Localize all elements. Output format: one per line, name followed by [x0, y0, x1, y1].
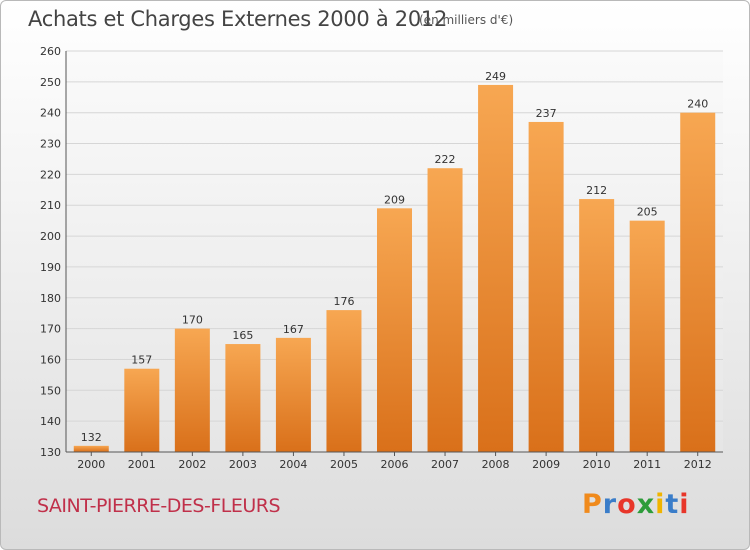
data-label: 176 — [333, 295, 354, 308]
brand-letter: x — [636, 489, 656, 520]
bar — [629, 220, 665, 452]
y-tick-label: 250 — [40, 76, 61, 89]
y-tick-label: 170 — [40, 323, 61, 336]
x-tick-label: 2012 — [684, 458, 712, 471]
data-label: 165 — [232, 329, 253, 342]
brand-letter: P — [582, 489, 603, 520]
bar — [124, 368, 160, 452]
brand-letter: i — [655, 489, 666, 520]
y-tick-label: 140 — [40, 415, 61, 428]
bar — [680, 112, 716, 452]
bar — [579, 199, 615, 452]
x-tick-label: 2011 — [633, 458, 661, 471]
y-tick-label: 200 — [40, 230, 61, 243]
x-tick-label: 2004 — [279, 458, 307, 471]
commune-name: SAINT-PIERRE-DES-FLEURS — [37, 495, 281, 517]
x-tick-label: 2008 — [482, 458, 510, 471]
bar — [377, 208, 412, 452]
proxiti-logo[interactable]: Proxiti — [582, 489, 690, 520]
bar — [326, 310, 362, 452]
bar — [478, 84, 514, 452]
bar — [174, 328, 210, 452]
y-tick-label: 260 — [40, 45, 61, 58]
bar — [73, 445, 109, 452]
y-tick-label: 180 — [40, 292, 61, 305]
y-tick-label: 220 — [40, 168, 61, 181]
x-tick-label: 2001 — [128, 458, 156, 471]
data-label: 170 — [182, 314, 203, 327]
data-label: 212 — [586, 184, 607, 197]
brand-letter: r — [602, 489, 618, 520]
brand-letter: o — [617, 489, 637, 520]
axis-layer: 130 140 150 160 170 180 190 200 210 220 230 240 250 2… — [40, 45, 723, 471]
x-tick-label: 2000 — [77, 458, 105, 471]
x-tick-label: 2005 — [330, 458, 358, 471]
chart-title: Achats et Charges Externes 2000 à 2012 — [28, 7, 448, 31]
data-label: 132 — [81, 431, 102, 444]
x-tick-label: 2003 — [229, 458, 257, 471]
label-layer: 132 157 170 165 167 176 209 222 249 237 212 205 240 — [81, 70, 708, 444]
data-label: 237 — [536, 107, 557, 120]
y-tick-label: 240 — [40, 107, 61, 120]
x-tick-label: 2002 — [178, 458, 206, 471]
brand-letter: t — [665, 489, 680, 520]
bar — [225, 344, 261, 452]
bar — [528, 121, 564, 452]
data-label: 249 — [485, 70, 506, 83]
x-tick-label: 2007 — [431, 458, 459, 471]
bar — [275, 337, 311, 452]
bar — [427, 168, 463, 452]
y-tick-label: 130 — [40, 446, 61, 459]
bar-layer — [73, 84, 716, 452]
chart-unit: (en milliers d'€) — [419, 13, 514, 27]
y-tick-label: 150 — [40, 384, 61, 397]
data-label: 167 — [283, 323, 304, 336]
data-label: 205 — [637, 206, 658, 219]
y-tick-label: 160 — [40, 353, 61, 366]
y-tick-label: 230 — [40, 138, 61, 151]
y-tick-label: 210 — [40, 199, 61, 212]
data-label: 222 — [435, 153, 456, 166]
data-label: 209 — [384, 193, 405, 206]
x-tick-label: 2010 — [583, 458, 611, 471]
data-label: 240 — [687, 98, 708, 111]
x-tick-label: 2009 — [532, 458, 560, 471]
x-tick-label: 2006 — [381, 458, 409, 471]
brand-letter: i — [679, 489, 690, 520]
y-tick-label: 190 — [40, 261, 61, 274]
data-label: 157 — [131, 354, 152, 367]
